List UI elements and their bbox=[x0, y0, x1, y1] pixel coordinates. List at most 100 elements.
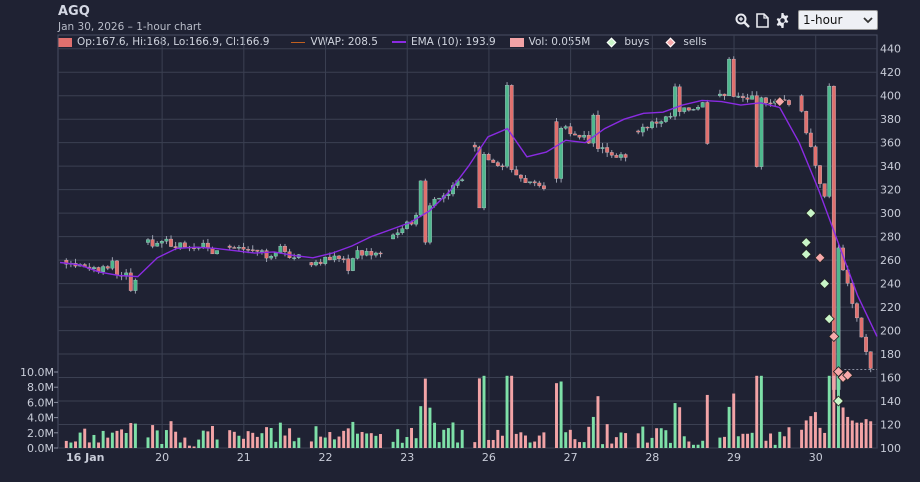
volume-bar bbox=[624, 433, 628, 448]
price-tick-label: 420 bbox=[880, 66, 901, 79]
candle-body bbox=[314, 261, 318, 266]
price-tick-label: 440 bbox=[880, 43, 901, 56]
candle-body bbox=[500, 165, 505, 167]
volume-bar bbox=[659, 428, 663, 448]
candle-body bbox=[155, 242, 160, 247]
buy-marker bbox=[805, 207, 817, 219]
volume-bar bbox=[664, 430, 668, 448]
price-tick-label: 300 bbox=[880, 207, 901, 220]
legend-buys: buys bbox=[604, 36, 649, 48]
volume-bar bbox=[692, 444, 695, 448]
price-tick-label: 340 bbox=[880, 160, 901, 173]
volume-bar bbox=[246, 431, 250, 448]
volume-bar bbox=[804, 420, 808, 448]
candle-body bbox=[146, 239, 150, 243]
volume-bar bbox=[864, 419, 868, 448]
volume-bar bbox=[869, 421, 873, 448]
volume-bar bbox=[120, 429, 124, 448]
chart-legend: Op:167.6, Hi:168, Lo:166.9, Cl:166.9 VWA… bbox=[58, 35, 721, 49]
volume-bar bbox=[197, 439, 201, 448]
candle-body bbox=[768, 102, 773, 105]
volume-bar bbox=[365, 433, 369, 448]
volume-bars bbox=[64, 375, 873, 448]
volume-bar bbox=[519, 432, 523, 448]
volume-bar bbox=[405, 437, 409, 448]
candle-body bbox=[309, 262, 314, 266]
candle-body bbox=[378, 252, 383, 255]
volume-bar bbox=[115, 430, 119, 448]
volume-bar bbox=[255, 436, 259, 448]
candle-body bbox=[722, 93, 727, 97]
volume-bar bbox=[351, 421, 355, 448]
volume-bar bbox=[727, 406, 731, 448]
price-tick-label: 200 bbox=[880, 325, 901, 338]
candle-body bbox=[237, 247, 241, 249]
volume-bar bbox=[187, 445, 191, 448]
candle-body bbox=[741, 96, 745, 98]
volume-bar bbox=[473, 442, 477, 448]
volume-bar bbox=[151, 425, 155, 448]
candle-body bbox=[215, 250, 219, 255]
interval-value: 1-hour bbox=[803, 13, 843, 27]
day-tick-label: 27 bbox=[564, 451, 578, 464]
volume-bar bbox=[555, 383, 558, 448]
sells-label: sells bbox=[683, 36, 707, 48]
candle-body bbox=[868, 351, 873, 369]
volume-bar bbox=[292, 441, 296, 448]
volume-bar bbox=[800, 429, 804, 448]
volume-bar bbox=[533, 441, 537, 448]
volume-bar bbox=[778, 431, 782, 448]
volume-tick-label: 10.0M bbox=[20, 366, 54, 379]
volume-bar bbox=[328, 432, 332, 448]
sell-marker bbox=[814, 252, 826, 264]
volume-bar bbox=[391, 441, 395, 448]
candle-body bbox=[827, 85, 832, 197]
candle-body bbox=[292, 257, 297, 259]
candle-body bbox=[369, 251, 374, 256]
volume-bar bbox=[678, 407, 682, 448]
gear-icon[interactable] bbox=[774, 12, 790, 28]
buy-marker bbox=[832, 395, 844, 407]
volume-bar bbox=[582, 442, 586, 448]
volume-bar bbox=[827, 375, 831, 448]
candle-body bbox=[405, 221, 409, 229]
candle-body bbox=[668, 116, 673, 118]
candle-body bbox=[686, 107, 691, 111]
volume-bar bbox=[410, 427, 414, 448]
candle-body bbox=[745, 97, 750, 100]
plot-frame bbox=[57, 34, 878, 449]
volume-bar bbox=[251, 432, 255, 448]
candle-body bbox=[528, 181, 532, 183]
volume-bar bbox=[379, 434, 382, 448]
candle-body bbox=[650, 121, 654, 128]
volume-bar bbox=[419, 406, 423, 448]
zoom-icon[interactable] bbox=[734, 12, 750, 28]
volume-bar bbox=[323, 437, 327, 448]
legend-vol: Vol: 0.055M bbox=[509, 36, 590, 48]
candle-body bbox=[582, 135, 587, 138]
document-icon[interactable] bbox=[754, 12, 770, 28]
volume-bar bbox=[668, 442, 672, 448]
volume-bar bbox=[446, 428, 450, 448]
volume-bar bbox=[211, 425, 214, 448]
interval-select[interactable]: 1-hour bbox=[798, 10, 878, 30]
volume-bar bbox=[645, 442, 649, 448]
volume-tick-label: 6.0M bbox=[27, 396, 54, 409]
candle-body bbox=[341, 258, 346, 260]
volume-bar bbox=[64, 440, 68, 448]
volume-bar bbox=[537, 435, 541, 448]
volume-bar bbox=[192, 446, 196, 448]
ohlc-readout: Op:167.6, Hi:168, Lo:166.9, Cl:166.9 bbox=[77, 36, 270, 48]
candle-body bbox=[818, 165, 822, 184]
volume-bar bbox=[832, 375, 836, 448]
day-tick-label: 28 bbox=[645, 451, 659, 464]
volume-bar bbox=[823, 432, 827, 448]
candle-body bbox=[269, 255, 274, 259]
candle-body bbox=[640, 126, 645, 133]
price-tick-label: 380 bbox=[880, 113, 901, 126]
candle-body bbox=[159, 241, 164, 244]
candle-body bbox=[477, 146, 482, 209]
volume-bar bbox=[242, 438, 245, 448]
volume-bar bbox=[641, 426, 645, 448]
